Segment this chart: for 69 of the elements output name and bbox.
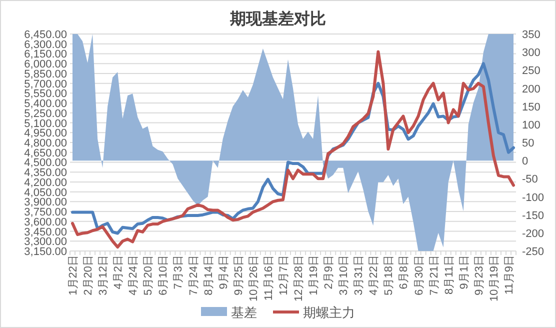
y-tick-label: 4,350.00 [24, 167, 67, 180]
y2-tick-label: 200 [522, 83, 540, 96]
y-tick-label: 4,500.00 [24, 157, 67, 170]
x-tick-label: 2月20日 [82, 255, 95, 296]
x-tick-label: 10月19日 [488, 255, 500, 302]
y2-tick-label: -100 [522, 192, 544, 204]
y-tick-label: 6,000.00 [24, 58, 67, 71]
y2-tick-label: 0 [522, 156, 528, 168]
y-tick-label: 4,200.00 [24, 176, 67, 189]
y-tick-label: 4,050.00 [24, 186, 67, 199]
y2-tick-label: -150 [522, 210, 544, 222]
x-tick-label: 1月22日 [68, 255, 80, 296]
y-tick-label: 3,600.00 [24, 216, 67, 228]
x-tick-label: 7月21日 [428, 255, 440, 296]
x-tick-label: 1月19日 [308, 255, 320, 296]
y2-tick-label: 150 [522, 101, 540, 114]
x-tick-label: 7月24日 [188, 255, 200, 296]
x-tick-label: 3月31日 [353, 255, 366, 296]
y-tick-label: 6,300.00 [24, 38, 67, 51]
x-tick-label: 12月7日 [278, 255, 290, 296]
y-tick-label: 6,150.00 [24, 48, 67, 61]
y-tick-label: 5,400.00 [24, 98, 67, 110]
y-tick-label: 5,550.00 [24, 88, 67, 100]
x-tick-label: 4月22日 [368, 255, 380, 296]
x-tick-label: 8月14日 [202, 255, 215, 296]
x-tick-label: 9月25日 [232, 255, 245, 296]
x-tick-label: 9月1日 [458, 255, 470, 290]
y-tick-label: 3,150.00 [24, 246, 67, 258]
x-tick-label: 5月20日 [142, 255, 155, 296]
y-tick-label: 4,650.00 [24, 147, 67, 160]
x-tick-label: 7月3日 [172, 255, 185, 290]
y2-tick-label: 100 [522, 119, 540, 132]
x-tick-label: 9月23日 [473, 255, 486, 296]
y-tick-label: 5,700.00 [24, 78, 67, 90]
y-tick-label: 3,300.00 [24, 236, 67, 248]
y-tick-label: 3,450.00 [24, 226, 67, 238]
y-tick-label: 3,750.00 [24, 206, 67, 219]
y-tick-label: 5,250.00 [24, 108, 67, 120]
x-tick-label: 12月28日 [293, 255, 306, 302]
y2-tick-label: -250 [522, 246, 544, 258]
x-tick-label: 3月12日 [98, 255, 110, 296]
x-tick-label: 2月9日 [323, 255, 336, 290]
x-tick-label: 8月11日 [443, 255, 456, 295]
x-tick-label: 6月10日 [158, 255, 170, 296]
y-tick-label: 4,800.00 [24, 138, 67, 150]
y2-tick-label: 250 [522, 65, 540, 78]
y2-tick-label: 300 [522, 47, 540, 60]
y-tick-label: 6,450.00 [24, 29, 67, 41]
y-tick-label: 5,100.00 [24, 118, 67, 130]
y-tick-label: 5,850.00 [24, 68, 67, 80]
x-tick-label: 11月16日 [262, 255, 275, 301]
x-tick-label: 6月30日 [413, 255, 426, 296]
y-tick-label: 4,950.00 [24, 128, 67, 140]
x-tick-label: 9月4日 [218, 255, 230, 290]
x-tick-label: 4月2日 [112, 255, 125, 290]
legend-label: 期螺主力 [303, 305, 355, 320]
x-tick-label: 5月18日 [383, 255, 396, 296]
x-tick-label: 6月8日 [398, 255, 410, 290]
chart-title: 期现基差对比 [229, 10, 326, 28]
y2-tick-label: -50 [522, 174, 538, 186]
y2-tick-label: 350 [522, 29, 540, 41]
legend-label: 基差 [231, 305, 257, 320]
x-tick-label: 3月10日 [338, 255, 350, 296]
x-tick-label: 11月9日 [503, 255, 516, 295]
y-tick-label: 3,900.00 [24, 196, 67, 209]
x-tick-label: 10月26日 [248, 255, 260, 302]
x-tick-label: 4月24日 [128, 255, 140, 296]
y2-tick-label: 50 [522, 138, 534, 150]
y2-tick-label: -200 [522, 228, 544, 240]
